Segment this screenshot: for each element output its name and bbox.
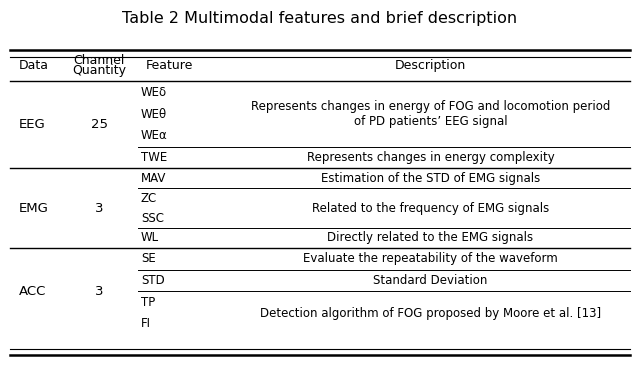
Text: 25: 25 (91, 118, 108, 131)
Text: Data: Data (19, 59, 49, 72)
Text: Quantity: Quantity (72, 64, 126, 77)
Text: Represents changes in energy of FOG and locomotion period
of PD patients’ EEG si: Represents changes in energy of FOG and … (251, 100, 610, 128)
Text: Detection algorithm of FOG proposed by Moore et al. [13]: Detection algorithm of FOG proposed by M… (260, 307, 601, 320)
Text: TWE: TWE (141, 151, 167, 164)
Text: SSC: SSC (141, 212, 164, 225)
Text: EEG: EEG (19, 118, 46, 131)
Text: Feature: Feature (146, 59, 193, 72)
Text: ACC: ACC (19, 285, 47, 298)
Text: WEα: WEα (141, 129, 168, 142)
Text: WL: WL (141, 232, 159, 245)
Text: Directly related to the EMG signals: Directly related to the EMG signals (327, 232, 534, 245)
Text: 3: 3 (95, 202, 104, 215)
Text: Represents changes in energy complexity: Represents changes in energy complexity (307, 151, 554, 164)
Text: WEθ: WEθ (141, 108, 167, 121)
Text: EMG: EMG (19, 202, 49, 215)
Text: SE: SE (141, 252, 156, 265)
Text: Description: Description (395, 59, 466, 72)
Text: MAV: MAV (141, 172, 166, 185)
Text: TP: TP (141, 296, 155, 309)
Text: Estimation of the STD of EMG signals: Estimation of the STD of EMG signals (321, 172, 540, 185)
Text: Evaluate the repeatability of the waveform: Evaluate the repeatability of the wavefo… (303, 252, 558, 265)
Text: Standard Deviation: Standard Deviation (373, 274, 488, 287)
Text: STD: STD (141, 274, 164, 287)
Text: WEδ: WEδ (141, 86, 167, 99)
Text: FI: FI (141, 317, 151, 330)
Text: Table 2 Multimodal features and brief description: Table 2 Multimodal features and brief de… (122, 11, 518, 26)
Text: ZC: ZC (141, 192, 157, 205)
Text: Related to the frequency of EMG signals: Related to the frequency of EMG signals (312, 202, 549, 215)
Text: 3: 3 (95, 285, 104, 298)
Text: Channel: Channel (74, 54, 125, 67)
